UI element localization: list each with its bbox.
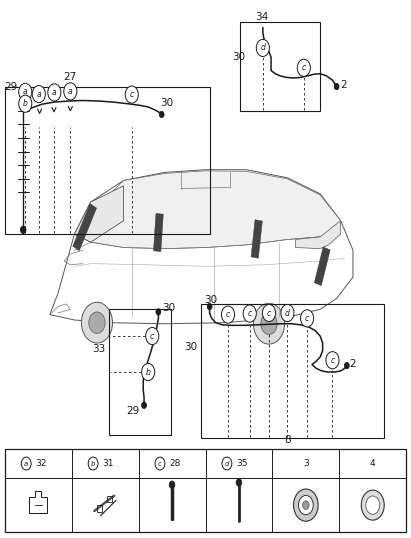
Circle shape [81,302,113,343]
Circle shape [32,86,45,103]
Text: c: c [129,90,134,99]
Text: b: b [146,367,150,377]
Circle shape [300,310,314,327]
Text: 32: 32 [35,459,46,468]
Circle shape [256,39,269,56]
Text: 28: 28 [169,459,180,468]
Circle shape [156,309,161,315]
Text: d: d [261,44,265,52]
Text: 31: 31 [102,459,113,468]
Circle shape [89,312,105,334]
Text: 30: 30 [162,303,175,313]
Circle shape [261,313,277,335]
Circle shape [142,364,155,380]
Polygon shape [74,186,124,242]
Text: c: c [158,461,162,466]
Bar [5,87,210,234]
Circle shape [298,495,313,515]
Text: 8: 8 [284,435,291,444]
Circle shape [21,457,31,470]
Text: c: c [305,314,309,323]
Polygon shape [314,247,330,286]
Polygon shape [74,171,341,249]
Circle shape [297,59,310,76]
Text: c: c [302,63,306,72]
Circle shape [222,306,235,323]
Circle shape [281,305,294,322]
Circle shape [19,83,32,101]
Circle shape [254,303,284,344]
Text: a: a [68,87,73,96]
Text: b: b [23,99,28,108]
Bar [109,309,171,435]
Circle shape [263,305,275,322]
Text: d: d [285,308,290,317]
Circle shape [155,457,165,470]
Circle shape [207,303,212,310]
Circle shape [326,352,339,369]
Circle shape [145,328,159,345]
Text: 27: 27 [64,72,77,82]
Text: c: c [267,308,271,317]
Circle shape [159,111,164,118]
Text: 35: 35 [236,459,247,468]
Circle shape [366,496,380,514]
Circle shape [243,305,256,322]
Text: a: a [24,461,28,466]
Bar [97,505,102,512]
Text: 34: 34 [255,12,269,22]
Text: a: a [37,89,41,98]
Text: 29: 29 [5,82,18,91]
Circle shape [334,83,339,90]
Bar [201,304,384,438]
Text: c: c [330,356,335,365]
Text: 3: 3 [303,459,309,468]
Text: 30: 30 [185,342,198,352]
Circle shape [169,481,175,489]
Text: c: c [226,310,230,319]
Text: a: a [52,88,57,97]
Text: 30: 30 [204,295,217,305]
Text: c: c [247,309,252,318]
Circle shape [293,489,318,521]
Text: 30: 30 [160,98,173,108]
Text: 2: 2 [340,80,347,90]
Text: c: c [150,331,155,341]
Circle shape [21,226,26,233]
Polygon shape [251,220,262,258]
Polygon shape [296,221,341,249]
Circle shape [64,83,77,100]
Text: 4: 4 [370,459,376,468]
Bar [240,22,320,111]
Polygon shape [153,214,163,252]
Polygon shape [73,203,97,251]
Circle shape [142,402,146,408]
Circle shape [125,86,139,103]
Bar [5,449,406,532]
Circle shape [302,501,309,509]
Circle shape [344,363,349,369]
Text: 33: 33 [92,344,105,355]
Text: a: a [23,87,28,96]
Circle shape [361,490,384,520]
Text: b: b [91,461,95,466]
Circle shape [19,95,32,112]
Text: 2: 2 [349,359,356,369]
Circle shape [48,84,61,101]
Text: 29: 29 [127,406,140,416]
Circle shape [236,479,242,486]
Circle shape [222,457,232,470]
Circle shape [88,457,98,470]
Text: 30: 30 [232,52,245,62]
Bar [107,496,112,502]
Text: d: d [225,461,229,466]
